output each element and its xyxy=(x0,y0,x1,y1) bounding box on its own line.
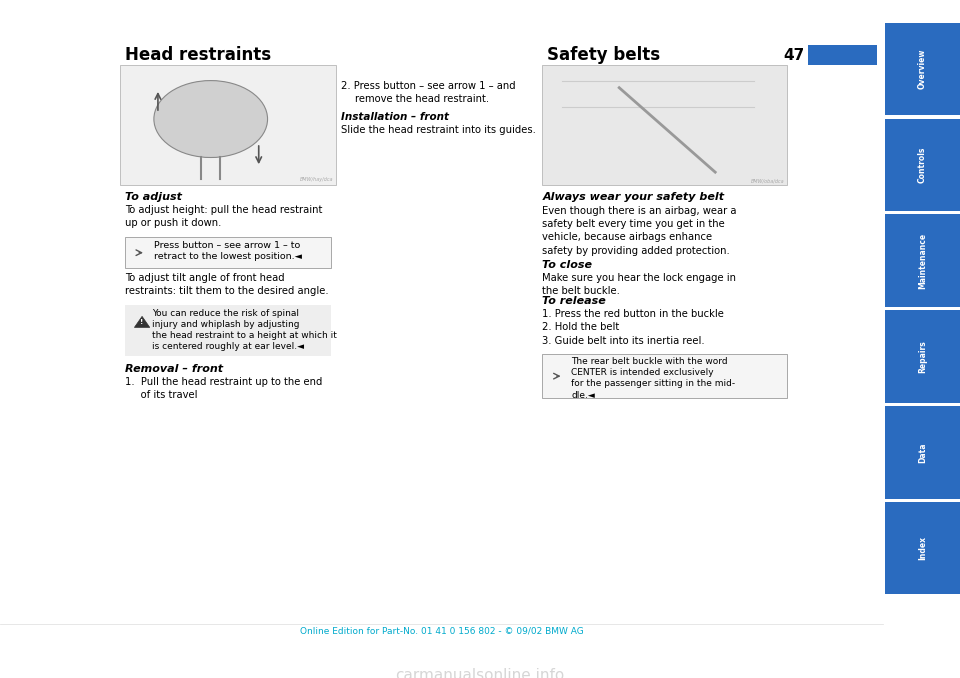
Text: carmanualsonline.info: carmanualsonline.info xyxy=(396,668,564,678)
Text: Safety belts: Safety belts xyxy=(547,46,660,64)
Text: Installation – front: Installation – front xyxy=(341,112,448,122)
Text: BMW/hay/dca: BMW/hay/dca xyxy=(300,177,333,182)
FancyBboxPatch shape xyxy=(120,65,336,185)
Text: 2. Press button – see arrow 1 – and: 2. Press button – see arrow 1 – and xyxy=(341,81,516,92)
FancyBboxPatch shape xyxy=(125,237,331,268)
Text: Maintenance: Maintenance xyxy=(918,233,927,289)
Text: 1. Press the red button in the buckle
2. Hold the belt
3. Guide belt into its in: 1. Press the red button in the buckle 2.… xyxy=(542,309,724,346)
FancyBboxPatch shape xyxy=(885,406,960,498)
Text: Controls: Controls xyxy=(918,146,927,183)
FancyBboxPatch shape xyxy=(885,23,960,115)
Text: Data: Data xyxy=(918,442,927,462)
Text: To release: To release xyxy=(542,296,606,306)
FancyBboxPatch shape xyxy=(885,214,960,307)
Text: Slide the head restraint into its guides.: Slide the head restraint into its guides… xyxy=(341,125,536,135)
Text: !: ! xyxy=(140,319,144,325)
Text: Overview: Overview xyxy=(918,49,927,89)
FancyBboxPatch shape xyxy=(542,354,787,398)
Text: Press button – see arrow 1 – to
retract to the lowest position.◄: Press button – see arrow 1 – to retract … xyxy=(154,241,301,261)
Text: Online Edition for Part-No. 01 41 0 156 802 - © 09/02 BMW AG: Online Edition for Part-No. 01 41 0 156 … xyxy=(300,627,584,636)
Text: Even though there is an airbag, wear a
safety belt every time you get in the
veh: Even though there is an airbag, wear a s… xyxy=(542,206,737,256)
FancyBboxPatch shape xyxy=(542,65,787,185)
Text: 1.  Pull the head restraint up to the end
     of its travel: 1. Pull the head restraint up to the end… xyxy=(125,377,323,400)
FancyBboxPatch shape xyxy=(885,119,960,211)
Polygon shape xyxy=(134,317,150,327)
Text: To adjust: To adjust xyxy=(125,192,181,201)
Text: To adjust height: pull the head restraint
up or push it down.: To adjust height: pull the head restrain… xyxy=(125,205,323,228)
FancyBboxPatch shape xyxy=(885,502,960,595)
Text: To close: To close xyxy=(542,260,592,270)
Text: Removal – front: Removal – front xyxy=(125,364,223,374)
Text: Make sure you hear the lock engage in
the belt buckle.: Make sure you hear the lock engage in th… xyxy=(542,273,736,296)
FancyBboxPatch shape xyxy=(125,305,331,356)
Circle shape xyxy=(154,81,268,157)
Text: The rear belt buckle with the word
CENTER is intended exclusively
for the passen: The rear belt buckle with the word CENTE… xyxy=(571,357,735,399)
Text: 47: 47 xyxy=(783,47,804,63)
FancyBboxPatch shape xyxy=(885,311,960,403)
Text: You can reduce the risk of spinal
injury and whiplash by adjusting
the head rest: You can reduce the risk of spinal injury… xyxy=(152,308,337,351)
Text: BMW/oba/dca: BMW/oba/dca xyxy=(751,178,784,183)
Text: Always wear your safety belt: Always wear your safety belt xyxy=(542,192,725,201)
FancyBboxPatch shape xyxy=(808,45,877,65)
Text: Repairs: Repairs xyxy=(918,340,927,373)
Text: remove the head restraint.: remove the head restraint. xyxy=(355,94,490,104)
Text: Index: Index xyxy=(918,536,927,560)
Text: Head restraints: Head restraints xyxy=(125,46,271,64)
Text: To adjust tilt angle of front head
restraints: tilt them to the desired angle.: To adjust tilt angle of front head restr… xyxy=(125,273,328,296)
